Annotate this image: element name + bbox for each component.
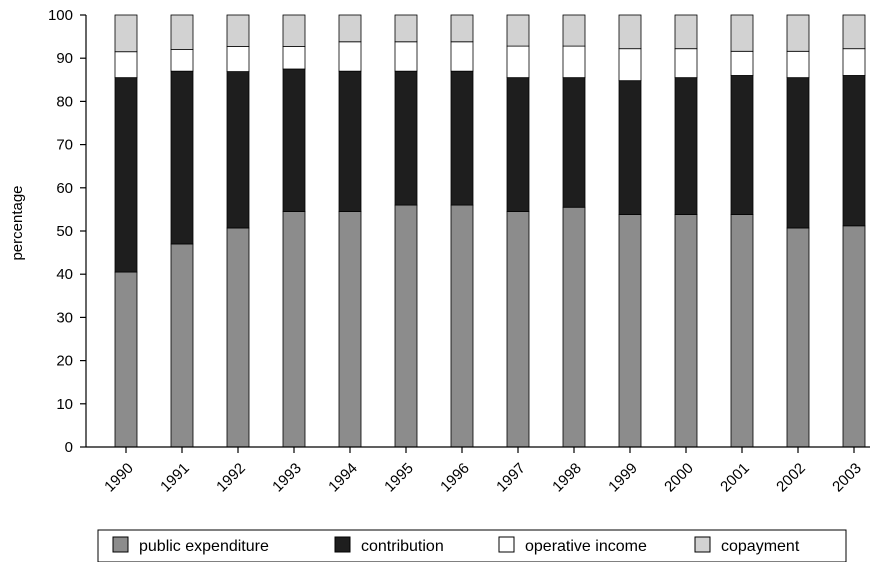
y-tick-label: 10 <box>56 396 73 413</box>
bar-segment-public-expenditure-1997 <box>506 211 530 448</box>
y-tick-label: 30 <box>56 309 73 326</box>
y-tick-label: 20 <box>56 353 73 370</box>
bar-segment-public-expenditure-1994 <box>338 211 362 448</box>
bar-segment-operative-income-2001 <box>730 50 754 76</box>
bar-segment-public-expenditure-2002 <box>786 227 810 448</box>
bar-segment-operative-income-1991 <box>170 49 194 72</box>
legend-label: contribution <box>361 538 444 555</box>
bar-segment-contribution-2000 <box>674 77 698 215</box>
bar-segment-contribution-1990 <box>114 77 138 273</box>
bar-segment-copayment-2001 <box>730 14 754 52</box>
bar-segment-public-expenditure-1995 <box>394 204 418 448</box>
y-tick-label: 100 <box>48 7 73 24</box>
bar-segment-operative-income-2002 <box>786 50 810 79</box>
bar-segment-copayment-2002 <box>786 14 810 52</box>
bar-segment-operative-income-1994 <box>338 41 362 72</box>
legend-swatch-copayment <box>694 536 711 553</box>
bar-segment-copayment-1991 <box>170 14 194 50</box>
bars-layer <box>114 14 866 448</box>
bar-segment-copayment-1998 <box>562 14 586 47</box>
x-tick-label: 2002 <box>773 460 809 496</box>
bar-segment-contribution-1998 <box>562 77 586 208</box>
legend-label: public expenditure <box>139 538 269 555</box>
legend: public expenditure contribution operative … <box>97 529 847 562</box>
legend-swatch-public-expenditure <box>112 536 129 553</box>
legend-swatch-contribution <box>334 536 351 553</box>
bar-segment-contribution-1999 <box>618 80 642 215</box>
x-tick-label: 1993 <box>269 460 305 496</box>
bar-segment-copayment-1999 <box>618 14 642 50</box>
legend-label: operative income <box>525 538 647 555</box>
bar-segment-copayment-1995 <box>394 14 418 43</box>
x-tick-label: 2003 <box>829 460 865 496</box>
bar-segment-copayment-1996 <box>450 14 474 43</box>
bar-segment-contribution-2003 <box>842 75 866 227</box>
bar-segment-operative-income-1998 <box>562 45 586 79</box>
bar-segment-operative-income-1997 <box>506 45 530 79</box>
y-tick-label: 70 <box>56 137 73 154</box>
bar-segment-copayment-2003 <box>842 14 866 50</box>
y-axis-title: percentage <box>9 185 26 260</box>
bar-segment-copayment-1994 <box>338 14 362 43</box>
y-tick-label: 40 <box>56 266 73 283</box>
legend-label: copayment <box>721 538 800 555</box>
bar-segment-contribution-1994 <box>338 70 362 212</box>
bar-segment-public-expenditure-2001 <box>730 214 754 448</box>
legend-swatch-operative-income <box>498 536 515 553</box>
bar-segment-public-expenditure-1999 <box>618 214 642 448</box>
x-tick-label: 1992 <box>213 460 249 496</box>
bar-segment-public-expenditure-1998 <box>562 206 586 448</box>
bar-segment-contribution-2002 <box>786 77 810 229</box>
x-tick-label: 1998 <box>549 460 585 496</box>
bar-segment-public-expenditure-1991 <box>170 243 194 448</box>
y-tick-label: 0 <box>65 439 73 456</box>
bar-segment-copayment-1990 <box>114 14 138 53</box>
x-tick-label: 2001 <box>717 460 753 496</box>
x-tick-label: 1996 <box>437 460 473 496</box>
bar-segment-operative-income-1996 <box>450 41 474 72</box>
x-tick-label: 1997 <box>493 460 529 496</box>
bar-segment-operative-income-1993 <box>282 46 306 70</box>
y-tick-label: 50 <box>56 223 73 240</box>
x-tick-label: 1999 <box>605 460 641 496</box>
x-tick-label: 1991 <box>157 460 193 496</box>
bar-segment-operative-income-1995 <box>394 41 418 72</box>
bar-segment-contribution-1993 <box>282 68 306 212</box>
bar-segment-copayment-1997 <box>506 14 530 47</box>
y-tick-label: 60 <box>56 180 73 197</box>
x-tick-label: 1995 <box>381 460 417 496</box>
bar-segment-contribution-2001 <box>730 75 754 215</box>
x-tick-label: 2000 <box>661 460 697 496</box>
bar-segment-operative-income-1992 <box>226 46 250 72</box>
bar-segment-public-expenditure-2003 <box>842 225 866 448</box>
bar-segment-contribution-1997 <box>506 77 530 212</box>
x-tick-label: 1994 <box>325 460 361 496</box>
bar-segment-operative-income-2003 <box>842 48 866 76</box>
bar-segment-public-expenditure-1996 <box>450 204 474 448</box>
bar-segment-copayment-1993 <box>282 14 306 47</box>
bar-segment-copayment-1992 <box>226 14 250 47</box>
bar-segment-public-expenditure-1993 <box>282 211 306 448</box>
bar-segment-contribution-1996 <box>450 70 474 206</box>
x-tick-label: 1990 <box>101 460 137 496</box>
legend-box <box>97 529 847 562</box>
bar-segment-operative-income-1999 <box>618 48 642 82</box>
bar-segment-contribution-1991 <box>170 70 194 245</box>
bar-segment-public-expenditure-1992 <box>226 227 250 448</box>
bar-segment-public-expenditure-1990 <box>114 271 138 448</box>
bar-segment-contribution-1992 <box>226 71 250 229</box>
y-tick-label: 80 <box>56 93 73 110</box>
bar-segment-public-expenditure-2000 <box>674 214 698 448</box>
bar-segment-copayment-2000 <box>674 14 698 50</box>
bar-segment-operative-income-1990 <box>114 51 138 79</box>
y-tick-label: 90 <box>56 50 73 67</box>
bar-segment-contribution-1995 <box>394 70 418 206</box>
bar-segment-operative-income-2000 <box>674 48 698 79</box>
